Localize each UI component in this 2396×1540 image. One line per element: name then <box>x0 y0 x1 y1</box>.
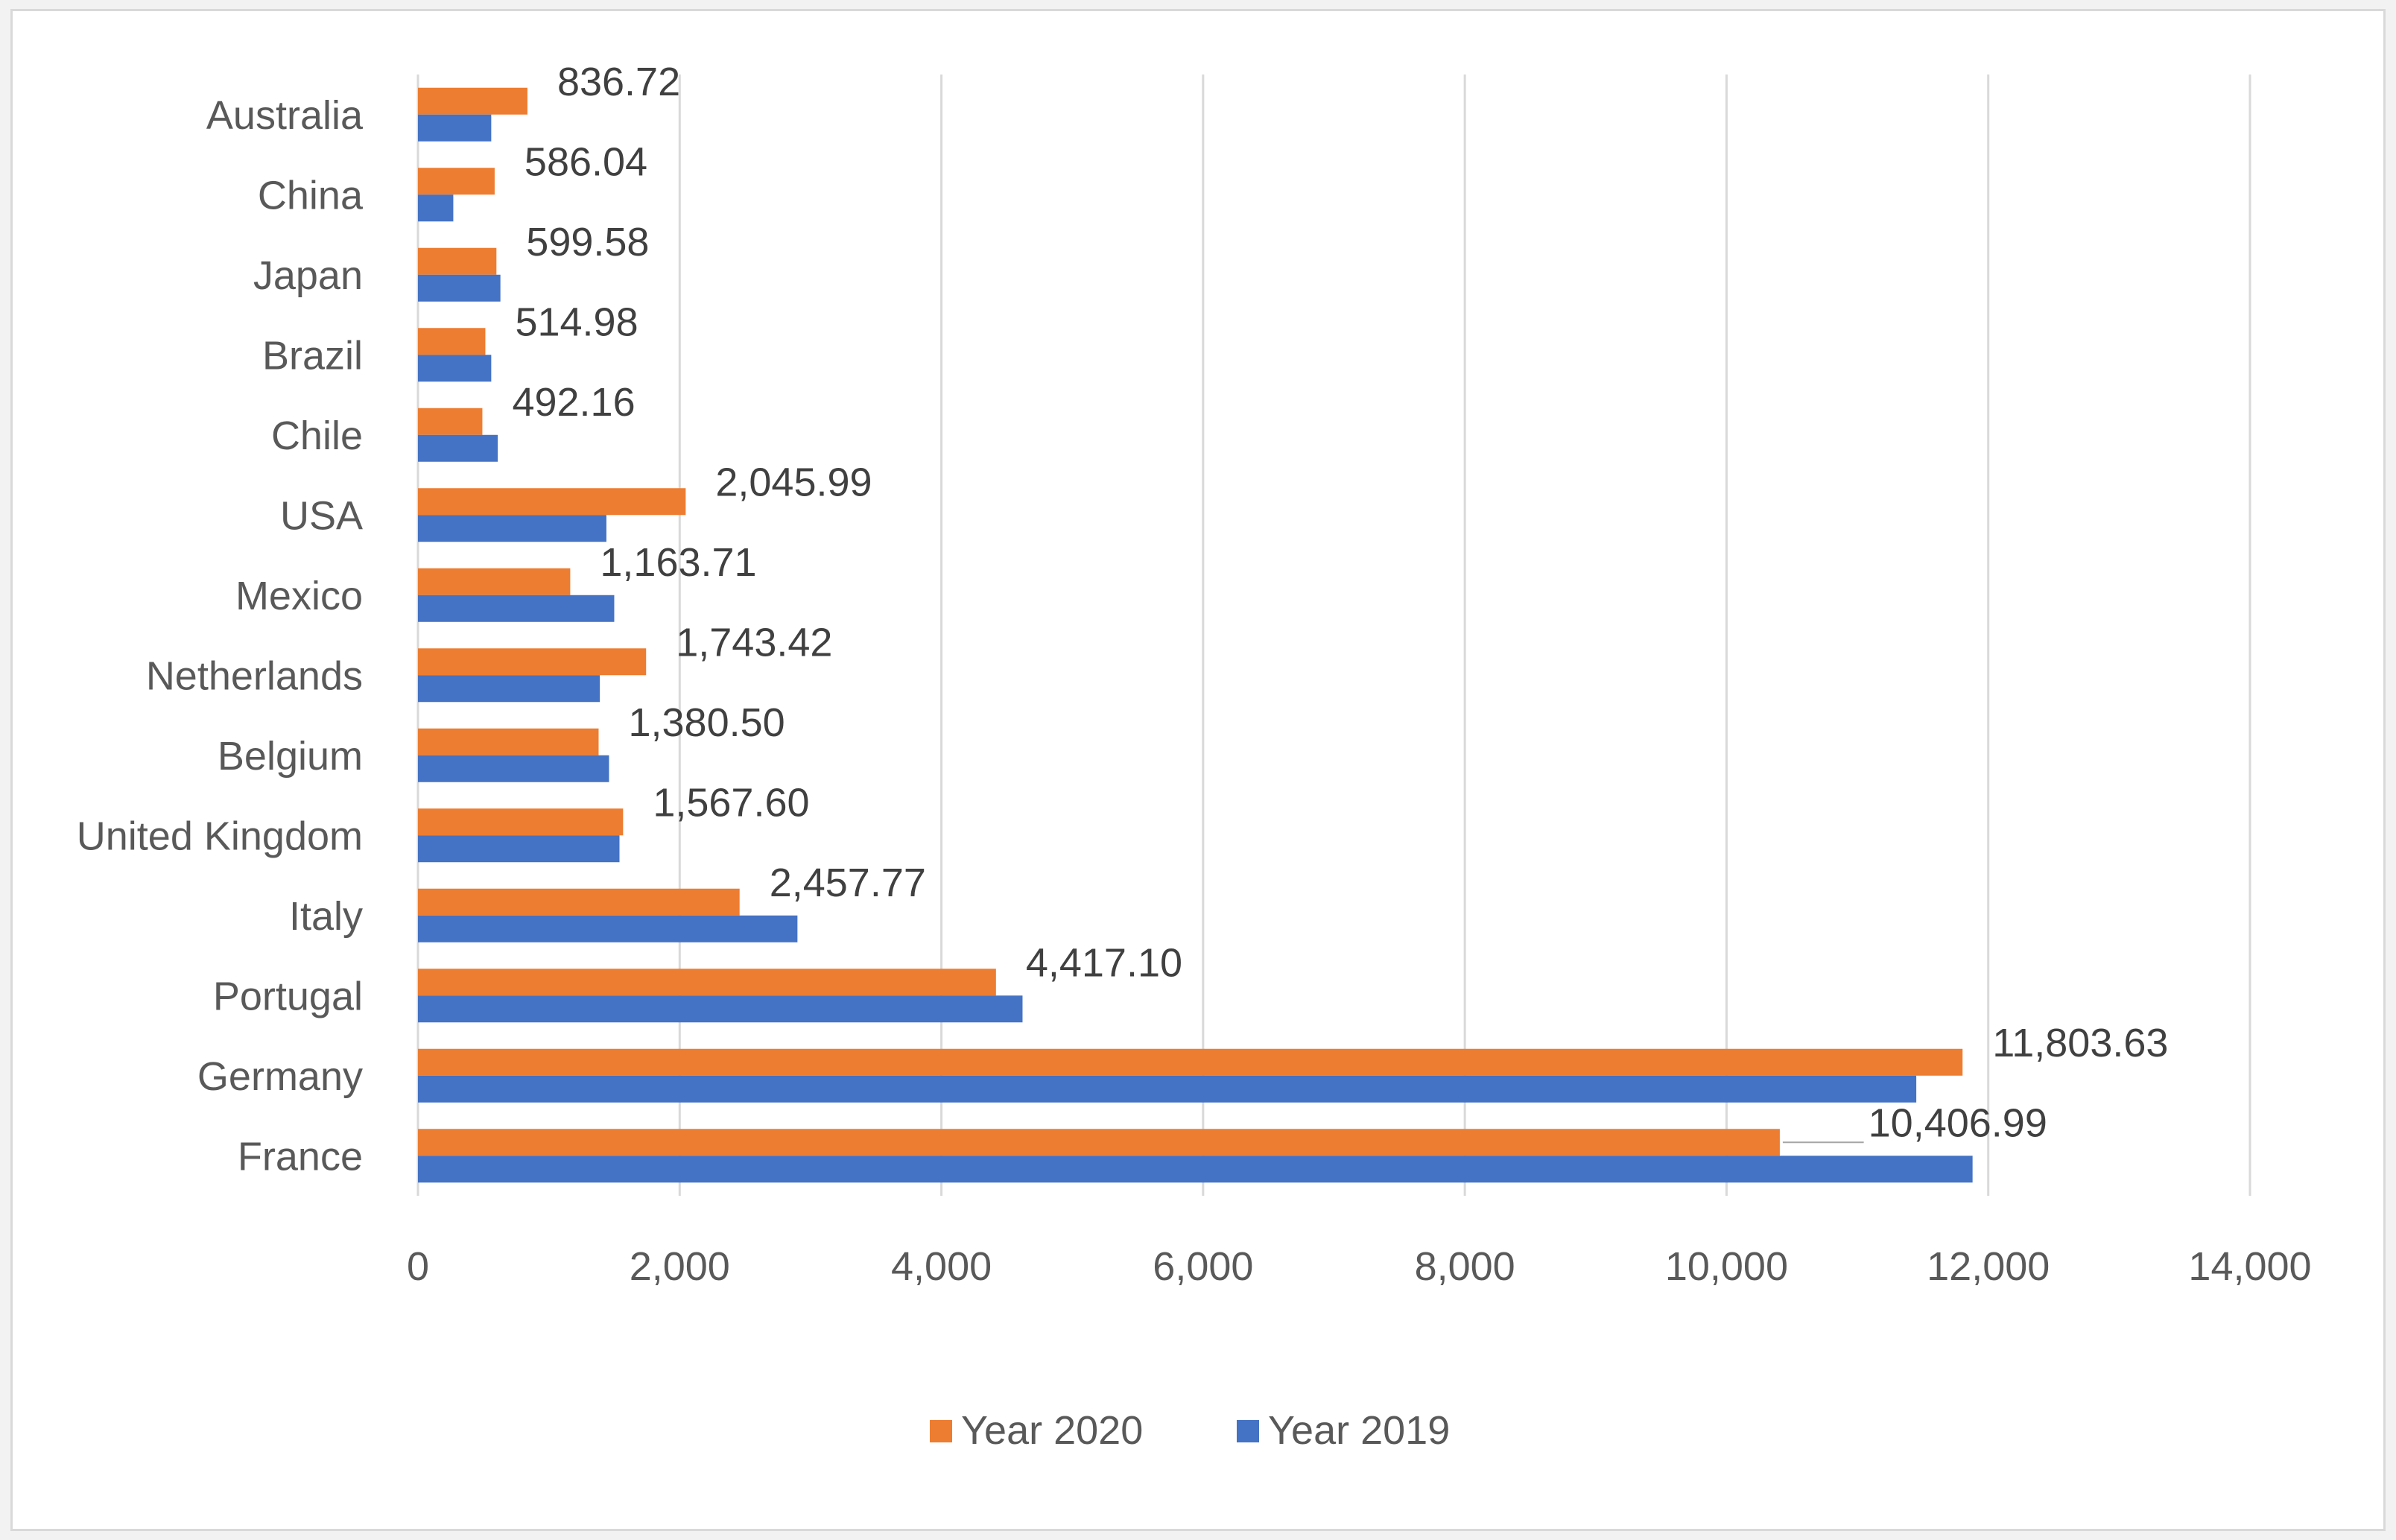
bar-2019 <box>418 675 600 703</box>
category-label: Australia <box>206 93 364 138</box>
tick-label: 12,000 <box>1927 1244 2050 1289</box>
bar-2020 <box>418 168 495 195</box>
bar-2020 <box>418 808 624 836</box>
bar-2019 <box>418 355 492 382</box>
bar-2019 <box>418 835 620 863</box>
value-axis-tick-labels: 0 2,000 4,000 6,000 8,000 10,000 12,000 14,000 <box>407 1244 2312 1289</box>
tick-label: 4,000 <box>891 1244 992 1289</box>
category-label: China <box>258 173 364 218</box>
category-label: Italy <box>289 894 363 939</box>
data-label-2020: 586.04 <box>524 139 647 184</box>
category-label: France <box>238 1134 363 1179</box>
data-label-2020: 2,457.77 <box>770 861 926 905</box>
tick-label: 6,000 <box>1153 1244 1253 1289</box>
bar-2020 <box>418 1048 1963 1076</box>
category-label: Chile <box>271 413 363 458</box>
bar-2019 <box>418 515 606 542</box>
bar-2020 <box>418 87 527 115</box>
bar-2019 <box>418 114 492 142</box>
bars <box>418 87 1973 1183</box>
bar-2019 <box>418 1156 1973 1183</box>
tick-label: 2,000 <box>630 1244 730 1289</box>
bar-2019 <box>418 995 1023 1023</box>
category-label: Portugal <box>213 974 363 1018</box>
category-axis-labels: Australia China Japan Brazil Chile USA Mexico N… <box>77 93 364 1179</box>
category-label: Mexico <box>235 574 363 618</box>
data-label-2020: 514.98 <box>515 300 638 344</box>
legend-swatch <box>1237 1420 1259 1442</box>
bar-2020 <box>418 488 686 516</box>
data-label-2020: 4,417.10 <box>1026 940 1182 985</box>
legend-swatch <box>930 1420 952 1442</box>
bar-2019 <box>418 1075 1917 1103</box>
tick-label: 0 <box>407 1244 429 1289</box>
category-label: Belgium <box>218 734 363 779</box>
bar-2019 <box>418 274 501 302</box>
bar-2020 <box>418 969 996 996</box>
bar-2020 <box>418 568 571 595</box>
category-label: Germany <box>197 1054 363 1099</box>
data-labels: 836.72 586.04 599.58 514.98 492.16 2,045.99 1,… <box>512 60 2168 1146</box>
data-label-2020: 1,380.50 <box>628 700 785 745</box>
tick-label: 14,000 <box>2188 1244 2311 1289</box>
bar-2020 <box>418 728 599 755</box>
category-label: United Kingdom <box>77 814 363 858</box>
category-label: USA <box>280 493 363 538</box>
data-label-2020: 599.58 <box>526 220 649 264</box>
bar-2019 <box>418 595 615 622</box>
bar-2019 <box>418 194 454 222</box>
category-label: Japan <box>253 253 363 298</box>
data-label-2020: 836.72 <box>557 60 680 104</box>
bar-2020 <box>418 1129 1780 1156</box>
tick-label: 10,000 <box>1665 1244 1788 1289</box>
bar-2020 <box>418 328 486 355</box>
legend: Year 2020 Year 2019 <box>930 1408 1450 1453</box>
data-label-2020: 10,406.99 <box>1869 1100 2047 1145</box>
bar-2020 <box>418 888 740 916</box>
legend-label: Year 2019 <box>1268 1408 1450 1453</box>
data-label-2020: 11,803.63 <box>1992 1021 2168 1065</box>
bar-2019 <box>418 915 798 942</box>
bar-2019 <box>418 434 498 462</box>
data-label-2020: 2,045.99 <box>715 460 872 504</box>
data-label-2020: 492.16 <box>512 380 635 425</box>
data-label-2020: 1,743.42 <box>676 620 832 665</box>
bar-2020 <box>418 408 483 435</box>
data-label-2020: 1,567.60 <box>653 780 809 825</box>
category-label: Brazil <box>262 333 363 378</box>
tick-label: 8,000 <box>1415 1244 1515 1289</box>
bar-2020 <box>418 247 497 275</box>
category-label: Netherlands <box>146 653 363 698</box>
bar-2020 <box>418 648 647 676</box>
bar-2019 <box>418 755 609 782</box>
legend-label: Year 2020 <box>961 1408 1143 1453</box>
data-label-2020: 1,163.71 <box>600 540 756 585</box>
chart-frame <box>10 9 2386 1531</box>
